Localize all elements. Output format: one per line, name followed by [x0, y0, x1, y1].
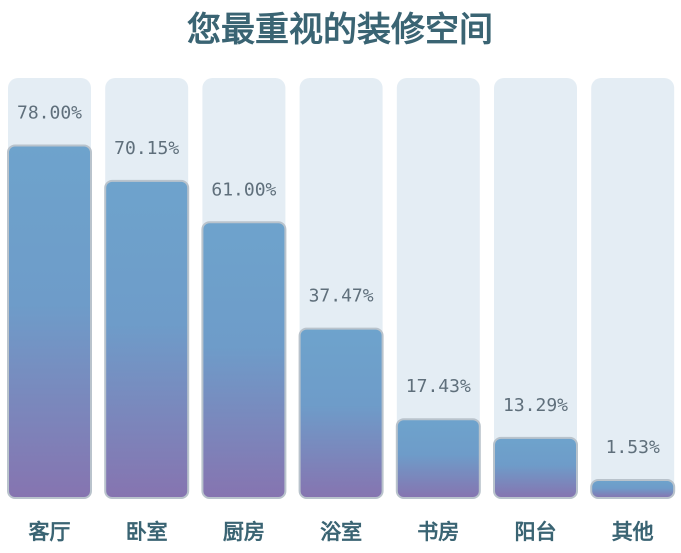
category-label: 其他: [612, 520, 654, 544]
bar: [201, 221, 287, 499]
category-label: 卧室: [126, 520, 168, 544]
value-label: 17.43%: [406, 376, 471, 397]
bar-track: [591, 78, 675, 498]
category-label: 浴室: [320, 520, 362, 544]
bar: [7, 144, 92, 499]
bars: [7, 144, 676, 499]
bar: [590, 479, 676, 499]
bar: [493, 436, 578, 499]
value-label: 61.00%: [211, 179, 276, 200]
bar-track: [396, 78, 480, 498]
category-labels: 客厅 卧室 厨房 浴室 书房 阳台 其他: [29, 520, 654, 544]
value-label: 70.15%: [114, 138, 179, 159]
bar: [395, 418, 481, 499]
bar: [104, 179, 190, 499]
bar-track: [494, 78, 577, 498]
value-label: 37.47%: [309, 286, 374, 307]
category-label: 阳台: [515, 520, 557, 544]
chart-title: 您最重视的装修空间: [187, 10, 493, 50]
value-labels: 78.00% 70.15% 61.00% 37.47% 17.43% 13.29% 1.53…: [17, 102, 660, 458]
value-label: 1.53%: [606, 437, 660, 458]
value-label: 78.00%: [17, 102, 82, 123]
category-label: 书房: [417, 520, 459, 544]
value-label: 13.29%: [503, 395, 568, 416]
category-label: 厨房: [223, 520, 265, 544]
bar: [298, 327, 384, 499]
category-label: 客厅: [29, 520, 71, 544]
